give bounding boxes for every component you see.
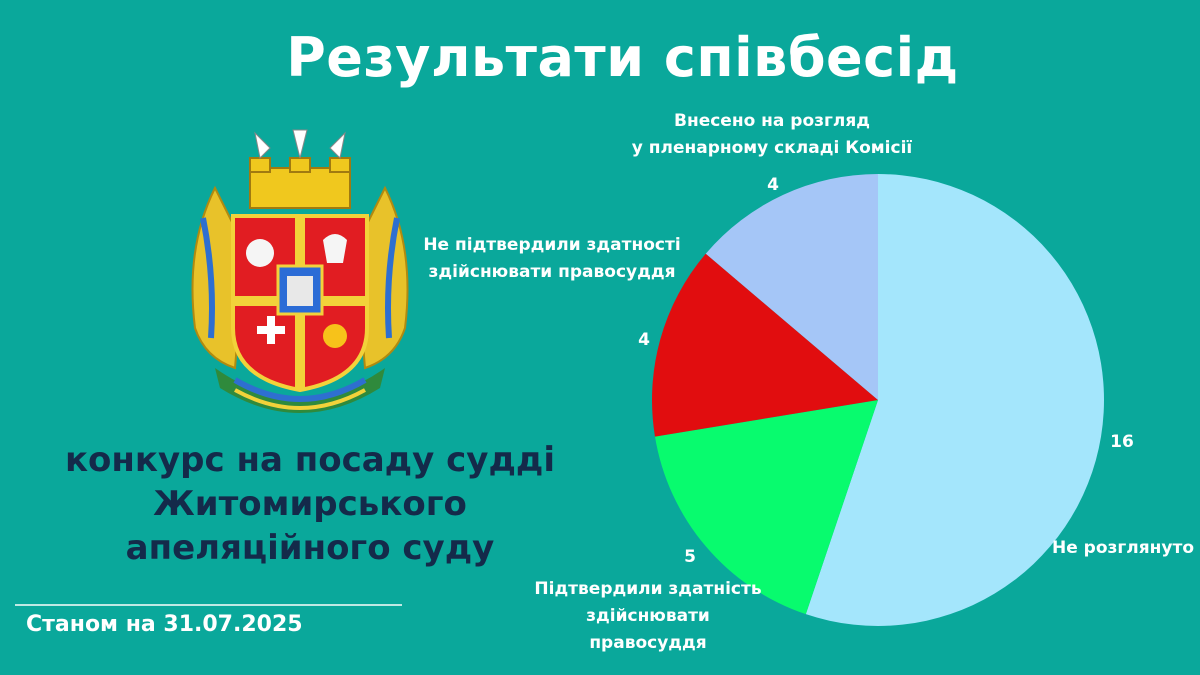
divider <box>15 604 402 606</box>
slice-value-label: 4 <box>638 330 650 350</box>
slice-value-label: 5 <box>684 547 696 567</box>
slice-category-label: здійснювати правосуддя <box>429 262 676 282</box>
wreath-icon <box>215 368 385 413</box>
slice-category-label: Не підтвердили здатності <box>423 235 680 255</box>
competition-subtitle: конкурс на посаду судді Житомирського ап… <box>20 438 600 570</box>
slice-category-label: здійснювати <box>586 606 710 626</box>
slice-value-label: 16 <box>1110 432 1134 452</box>
pie-slice <box>652 253 878 437</box>
slice-category-label: Не розглянуто <box>1052 538 1194 558</box>
page-title: Результати співбесід <box>286 26 959 89</box>
as-of-date: Станом на 31.07.2025 <box>26 612 303 637</box>
slice-category-label: у пленарному складі Комісії <box>632 138 913 158</box>
subtitle-line: апеляційного суду <box>125 528 495 568</box>
pie-slice <box>705 174 878 400</box>
slice-category-label: правосуддя <box>589 633 706 653</box>
pie-slice <box>805 174 1105 626</box>
subtitle-line: конкурс на посаду судді <box>64 440 556 480</box>
slice-category-label: Підтвердили здатність <box>534 579 761 599</box>
slice-category-label: Внесено на розгляд <box>674 111 870 131</box>
coat-of-arms-emblem <box>191 129 409 413</box>
subtitle-line: Житомирського <box>153 484 467 524</box>
shield-icon <box>231 214 369 393</box>
crown-icon <box>249 129 351 209</box>
slice-value-label: 4 <box>767 175 779 195</box>
pie-slice <box>654 400 878 615</box>
